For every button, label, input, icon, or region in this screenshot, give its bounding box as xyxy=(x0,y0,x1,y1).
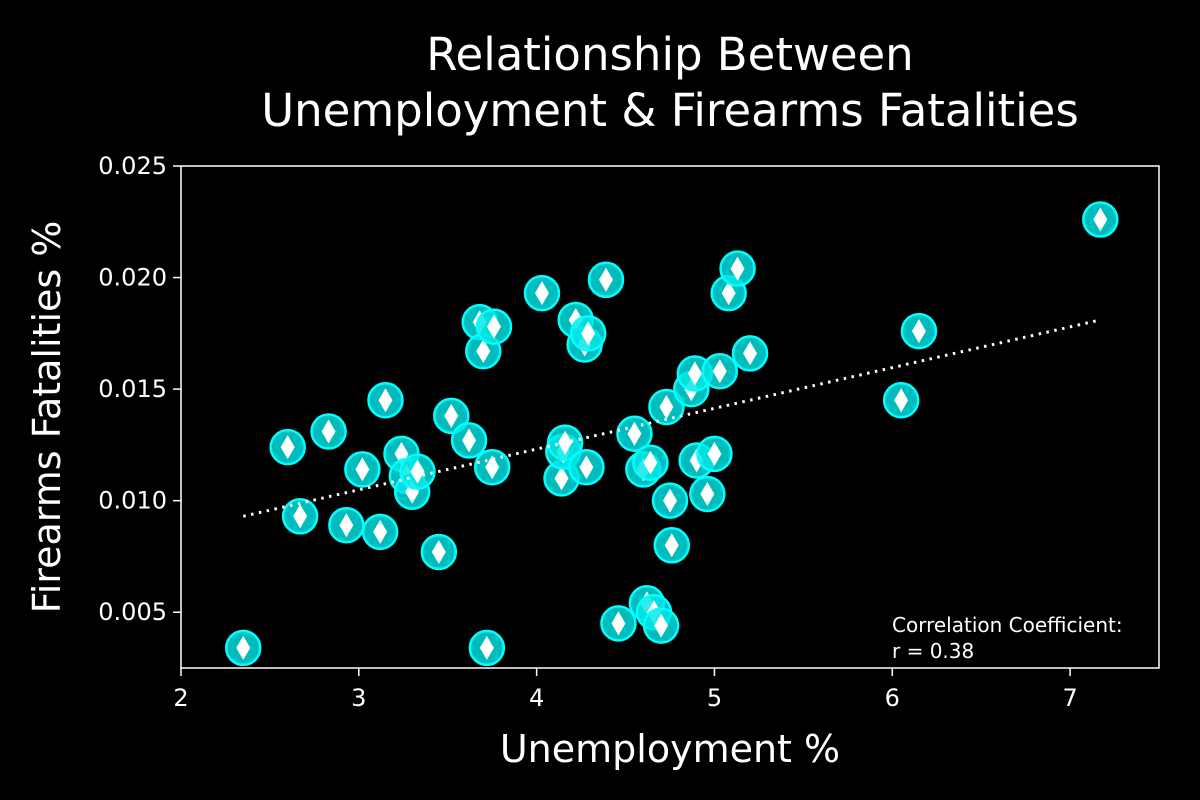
chart-title-line-1: Relationship Between xyxy=(426,28,913,81)
scatter-point xyxy=(367,382,404,419)
scatter-point xyxy=(468,629,506,667)
y-tick-label: 0.020 xyxy=(98,264,167,292)
scatter-point xyxy=(648,388,685,426)
point-diamond xyxy=(687,361,702,386)
point-diamond xyxy=(476,339,491,364)
scatter-point xyxy=(473,448,511,486)
plot-frame xyxy=(180,165,1160,669)
scatter-point xyxy=(224,629,262,667)
scatter-point xyxy=(310,413,347,450)
y-tick-label: 0.005 xyxy=(98,598,167,626)
chart-title-line-2: Unemployment & Firearms Fatalities xyxy=(261,84,1079,137)
point-diamond xyxy=(321,419,336,444)
point-diamond xyxy=(485,455,500,480)
point-diamond xyxy=(707,441,722,466)
point-diamond xyxy=(293,504,308,529)
scatter-point xyxy=(523,274,561,312)
scatter-point xyxy=(653,527,691,564)
point-diamond xyxy=(410,459,425,484)
point-diamond xyxy=(339,513,354,538)
point-diamond xyxy=(712,359,727,384)
correlation-annotation-line-2: r = 0.38 xyxy=(892,639,974,663)
point-diamond xyxy=(579,455,594,480)
point-diamond xyxy=(373,519,388,544)
point-diamond xyxy=(700,481,715,506)
correlation-annotation-line-1: Correlation Coefficient: xyxy=(892,613,1123,637)
point-diamond xyxy=(534,281,549,306)
point-diamond xyxy=(654,613,669,638)
y-tick-label: 0.010 xyxy=(98,487,167,515)
scatter-point xyxy=(328,506,365,544)
point-diamond xyxy=(598,267,613,292)
x-tick-label: 2 xyxy=(173,684,188,712)
scatter-point xyxy=(701,353,739,390)
x-axis-ticks: 2 3 4 5 6 7 xyxy=(173,668,1078,712)
scatter-point xyxy=(689,475,726,513)
point-diamond xyxy=(611,611,626,636)
point-diamond xyxy=(643,450,658,475)
point-diamond xyxy=(431,539,446,564)
point-diamond xyxy=(911,319,926,344)
point-diamond xyxy=(743,341,758,366)
point-diamond xyxy=(659,394,674,419)
x-tick-label: 4 xyxy=(529,684,544,712)
scatter-point xyxy=(450,422,488,459)
x-tick-label: 7 xyxy=(1062,684,1077,712)
scatter-point xyxy=(696,435,733,473)
point-diamond xyxy=(378,388,393,413)
point-diamond xyxy=(664,533,679,558)
y-tick-label: 0.025 xyxy=(98,152,167,180)
scatter-point xyxy=(600,605,637,642)
y-axis-ticks: 0.005 0.010 0.015 0.020 0.025 xyxy=(98,152,181,626)
scatter-point xyxy=(568,448,605,486)
point-diamond xyxy=(894,388,909,413)
scatter-point xyxy=(361,513,399,551)
scatter-point xyxy=(632,444,669,481)
point-diamond xyxy=(236,635,251,660)
point-diamond xyxy=(627,421,642,446)
scatter-point xyxy=(1082,201,1119,238)
scatter-point xyxy=(642,607,680,644)
points-layer xyxy=(224,201,1119,667)
point-diamond xyxy=(1093,207,1108,232)
x-axis-label: Unemployment % xyxy=(500,727,840,771)
point-diamond xyxy=(280,435,295,460)
point-diamond xyxy=(554,466,569,491)
scatter-point xyxy=(569,315,607,352)
scatter-point xyxy=(882,382,920,419)
x-tick-label: 5 xyxy=(707,684,722,712)
scatter-point xyxy=(433,397,470,435)
scatter-point xyxy=(475,308,513,345)
x-tick-label: 3 xyxy=(351,684,366,712)
y-axis-label: Firearms Fatalities % xyxy=(25,221,69,614)
scatter-point xyxy=(420,533,458,571)
scatter-point xyxy=(281,498,319,535)
scatter-point xyxy=(587,261,625,299)
y-tick-label: 0.015 xyxy=(98,375,167,403)
scatter-point xyxy=(731,335,769,372)
scatter-point xyxy=(719,250,756,287)
point-diamond xyxy=(663,488,677,513)
point-diamond xyxy=(355,457,370,482)
scatter-point xyxy=(399,453,436,490)
point-diamond xyxy=(486,314,501,339)
scatter-point xyxy=(344,451,381,488)
scatter-point xyxy=(269,428,306,466)
point-diamond xyxy=(581,321,596,346)
point-diamond xyxy=(462,428,477,453)
x-tick-label: 6 xyxy=(885,684,900,712)
point-diamond xyxy=(730,256,745,281)
point-diamond xyxy=(721,281,736,306)
point-diamond xyxy=(479,635,494,660)
point-diamond xyxy=(444,403,459,428)
scatter-point xyxy=(900,312,938,350)
scatter-point xyxy=(651,482,689,519)
